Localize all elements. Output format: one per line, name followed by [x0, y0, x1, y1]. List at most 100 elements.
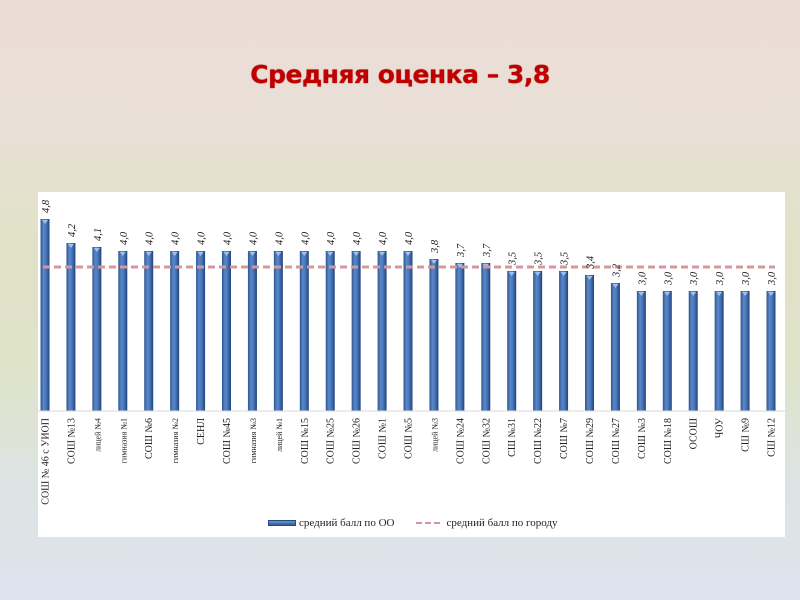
value-label: 4,1	[93, 228, 104, 241]
value-labels: 4,8 4,2 4,1 4,0 4,0 4,0 4,0 4,0 4,0 4,0 4,0 4,0 4,0 4…	[41, 199, 778, 286]
value-label: 3,5	[508, 252, 519, 266]
category-label: СОШ №32	[481, 418, 492, 464]
bar	[66, 243, 76, 411]
category-label: СОШ №1	[378, 418, 389, 459]
bar	[196, 251, 206, 411]
bar	[585, 275, 594, 411]
category-label: СОШ №3	[637, 418, 648, 459]
category-label: СОШ №15	[300, 418, 311, 464]
bar-cap-icon	[301, 252, 308, 256]
bar	[403, 251, 413, 411]
legend-item-city-avg: средний балл по городу	[416, 517, 558, 529]
value-label: 4,0	[274, 231, 285, 245]
bar-chart-plot: 4,8 4,2 4,1 4,0 4,0 4,0 4,0 4,0 4,0 4,0 4,0 4,0 4,0 4…	[38, 199, 785, 505]
value-label: 3,7	[456, 243, 467, 258]
category-label: гимназия №3	[249, 418, 258, 463]
value-label: 3,5	[560, 252, 571, 266]
bar-cap-icon	[638, 292, 645, 296]
dashed-line-swatch-icon	[416, 522, 441, 524]
bar-cap-icon	[353, 252, 360, 256]
bar	[92, 247, 102, 411]
value-label: 4,0	[378, 231, 389, 245]
bar	[273, 251, 283, 411]
category-label: СОШ №18	[663, 418, 674, 464]
category-label: СЕНЛ	[196, 418, 207, 445]
value-label: 4,0	[119, 231, 130, 245]
chart-area: 4,8 4,2 4,1 4,0 4,0 4,0 4,0 4,0 4,0 4,0 4,0 4,0 4,0 4…	[38, 192, 785, 537]
value-label: 3,0	[637, 271, 648, 286]
category-label: СОШ №45	[222, 418, 233, 464]
category-label: гимназия №1	[119, 418, 128, 463]
bar-cap-icon	[430, 260, 437, 264]
bar-cap-icon	[42, 220, 48, 224]
bar-cap-icon	[145, 252, 152, 256]
bar	[740, 291, 750, 411]
bar-cap-icon	[560, 272, 567, 276]
bar-cap-icon	[664, 292, 671, 296]
category-label: СШ №12	[767, 418, 778, 457]
bar	[559, 271, 569, 411]
bar-cap-icon	[119, 252, 126, 256]
category-label: СОШ №26	[352, 418, 363, 464]
bar	[170, 251, 180, 411]
category-label: СОШ №13	[66, 418, 77, 464]
bar-cap-icon	[716, 292, 723, 296]
bar-cap-icon	[67, 244, 74, 248]
bar-cap-icon	[223, 252, 230, 256]
value-label: 3,2	[611, 263, 622, 278]
value-label: 3,0	[689, 271, 700, 286]
category-label: СШ №31	[507, 418, 518, 457]
legend-item-school-avg: средний балл по ОО	[268, 517, 394, 529]
category-labels: СОШ № 46 с УИОП СОШ №13 лицей №4 гимназия №…	[41, 417, 778, 505]
bar-cap-icon	[534, 272, 541, 276]
bar-cap-icon	[197, 252, 204, 256]
category-label: гимназия №2	[171, 418, 180, 463]
category-label: СОШ №29	[585, 418, 596, 464]
bar-cap-icon	[508, 272, 515, 276]
value-label: 4,0	[197, 231, 208, 245]
category-label: СОШ №24	[455, 418, 466, 464]
bar	[714, 291, 724, 411]
bar	[247, 251, 257, 411]
value-label: 3,0	[715, 271, 726, 286]
bar	[533, 271, 543, 411]
bar-cap-icon	[742, 292, 749, 296]
value-label: 4,0	[248, 231, 259, 245]
value-label: 3,0	[741, 271, 752, 286]
value-label: 3,7	[482, 243, 493, 258]
value-label: 4,0	[145, 231, 156, 245]
category-label: ЧОУ	[715, 417, 726, 438]
value-label: 4,0	[300, 231, 311, 245]
value-label: 3,8	[430, 239, 441, 254]
category-label: СШ №9	[741, 418, 752, 452]
bar	[144, 251, 154, 411]
bar	[507, 271, 517, 411]
value-label: 4,0	[404, 231, 415, 245]
category-label: СОШ №6	[144, 418, 155, 459]
bar	[222, 251, 231, 411]
bar-cap-icon	[768, 292, 774, 296]
value-label: 3,0	[663, 271, 674, 286]
slide-title: Средняя оценка – 3,8	[250, 60, 550, 89]
category-label: лицей №3	[430, 418, 439, 452]
bar-cap-icon	[379, 252, 386, 256]
bar-cap-icon	[456, 264, 463, 268]
bar	[429, 259, 439, 411]
bar	[351, 251, 361, 411]
value-label: 4,2	[67, 223, 78, 237]
bar-cap-icon	[327, 252, 334, 256]
bar	[636, 291, 646, 411]
bar	[325, 251, 335, 411]
category-label: СОШ № 46 с УИОП	[41, 418, 52, 505]
category-label: СОШ №5	[404, 418, 415, 459]
bar	[377, 251, 387, 411]
value-label: 3,4	[586, 255, 597, 270]
bar-cap-icon	[405, 252, 411, 256]
value-label: 4,0	[223, 231, 234, 245]
category-label: СОШ №27	[611, 418, 622, 464]
category-label: лицей №4	[93, 418, 102, 452]
category-label: СОШ №22	[533, 418, 544, 464]
bar	[688, 291, 698, 411]
bar-cap-icon	[93, 248, 100, 252]
bar	[481, 263, 491, 411]
